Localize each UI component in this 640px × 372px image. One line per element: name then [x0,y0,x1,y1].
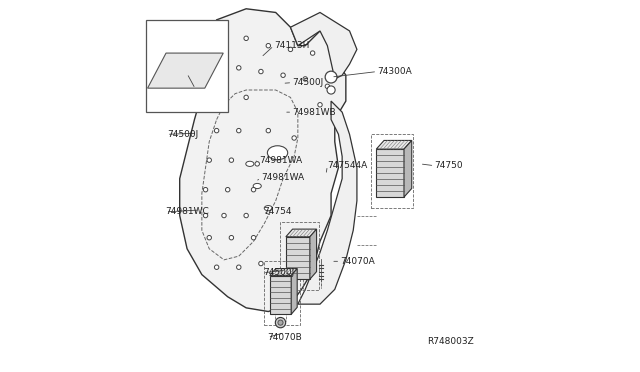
Ellipse shape [246,161,254,166]
Text: 747544A: 747544A [328,161,367,170]
Polygon shape [291,269,297,314]
Polygon shape [298,101,357,304]
Circle shape [327,86,335,94]
Circle shape [292,136,296,140]
Circle shape [207,158,211,162]
Circle shape [204,187,208,192]
Ellipse shape [264,206,273,211]
Circle shape [266,44,271,48]
Ellipse shape [268,146,288,160]
Polygon shape [310,229,317,279]
Circle shape [214,265,219,269]
Text: 74113H: 74113H [274,41,309,50]
Polygon shape [270,269,297,276]
Circle shape [229,235,234,240]
Polygon shape [291,13,357,79]
Circle shape [214,128,219,133]
Circle shape [237,128,241,133]
Bar [270,276,291,314]
Text: 74981WB: 74981WB [292,108,336,117]
Text: 74882R: 74882R [192,92,221,101]
Circle shape [252,235,256,240]
Bar [371,134,413,208]
Text: 74981WA: 74981WA [261,173,304,182]
Polygon shape [148,53,223,88]
Circle shape [310,51,315,55]
Bar [286,237,310,279]
Circle shape [259,69,263,74]
Bar [280,222,319,290]
Text: 74300A: 74300A [377,67,412,76]
Circle shape [237,265,241,269]
Circle shape [222,99,226,103]
Polygon shape [180,9,346,311]
Circle shape [281,73,285,77]
Text: 74500J: 74500J [292,78,324,87]
Circle shape [244,95,248,100]
Circle shape [318,103,322,107]
Circle shape [207,235,211,240]
Circle shape [204,213,208,218]
Circle shape [222,213,226,218]
Bar [376,149,404,197]
Circle shape [278,320,283,325]
Circle shape [244,36,248,41]
Text: 74981WC: 74981WC [166,207,209,217]
Text: 74500J: 74500J [167,130,198,139]
Text: 74500J: 74500J [263,268,294,277]
Circle shape [229,158,234,162]
Text: 74981WA: 74981WA [259,155,302,165]
Text: 74070B: 74070B [268,333,302,342]
Circle shape [275,317,285,328]
Circle shape [288,47,292,52]
Circle shape [303,77,307,81]
Text: INSULATOR FUSIBLE: INSULATOR FUSIBLE [149,29,225,38]
Circle shape [244,213,248,218]
Circle shape [237,65,241,70]
Text: 74070A: 74070A [340,257,375,266]
Circle shape [252,187,256,192]
Circle shape [325,71,337,83]
Bar [264,261,300,326]
Circle shape [259,261,263,266]
Polygon shape [286,229,317,237]
Polygon shape [404,141,412,197]
Polygon shape [376,141,412,149]
Circle shape [225,187,230,192]
Circle shape [255,161,259,166]
Bar [147,20,228,112]
Text: 74754: 74754 [263,207,291,217]
Ellipse shape [253,183,261,189]
Text: R748003Z: R748003Z [427,337,474,346]
Circle shape [325,84,330,89]
Text: 74750: 74750 [435,161,463,170]
Circle shape [266,128,271,133]
